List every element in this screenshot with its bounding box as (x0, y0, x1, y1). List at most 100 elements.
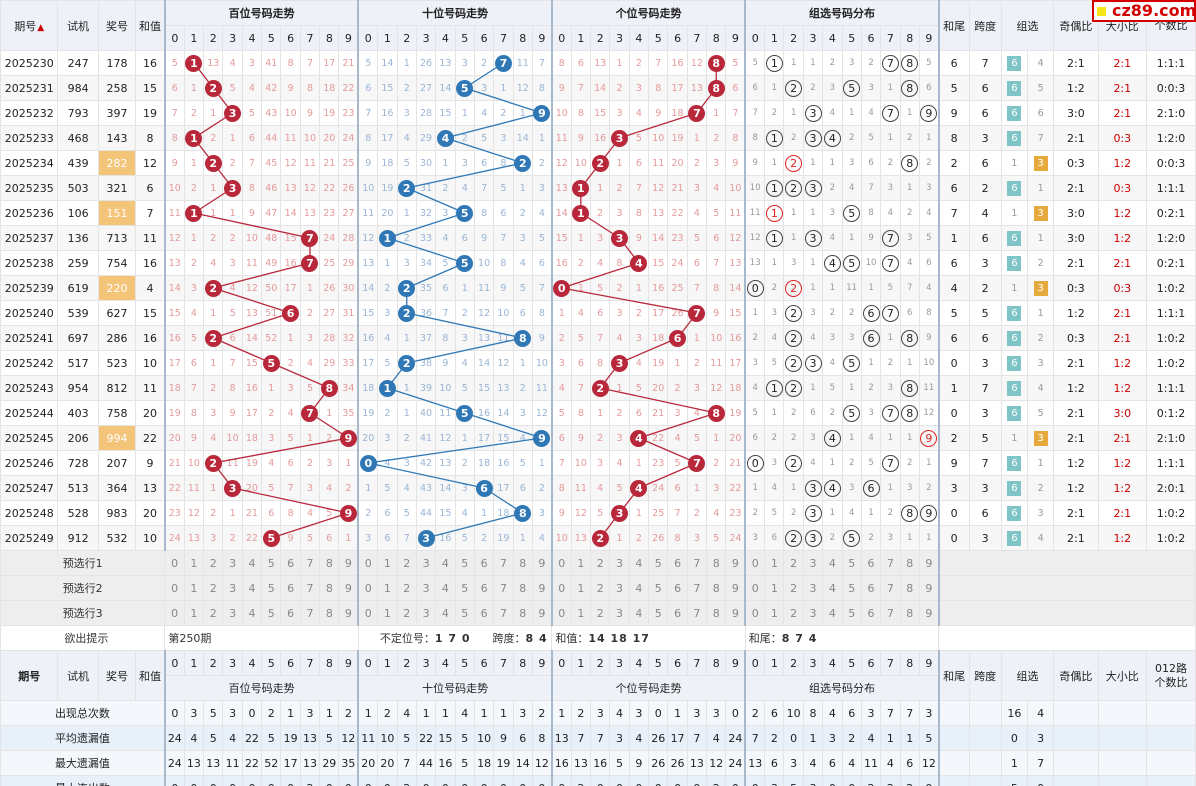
preselect-digit[interactable]: 1 (570, 550, 592, 576)
preselect-digit[interactable]: 3 (609, 550, 630, 576)
preselect-digit[interactable]: 7 (880, 550, 901, 576)
preselect-digit[interactable]: 9 (918, 550, 940, 576)
preselect-digit[interactable]: 8 (512, 600, 533, 626)
preselect-digit[interactable]: 6 (280, 600, 301, 626)
preselect-digit[interactable]: 7 (686, 600, 708, 626)
preselect-digit[interactable]: 2 (783, 550, 804, 576)
preselect-digit[interactable]: 3 (802, 600, 824, 626)
preselect-digit[interactable]: 1 (377, 575, 398, 601)
preselect-digit[interactable]: 9 (531, 600, 553, 626)
preselect-digit[interactable]: 1 (764, 600, 785, 626)
preselect-digit[interactable]: 9 (918, 575, 940, 601)
preselect-digit[interactable]: 4 (628, 575, 650, 601)
preselect-digit[interactable]: 8 (899, 575, 920, 601)
preselect-digit[interactable]: 1 (183, 575, 205, 601)
preselect-digit[interactable]: 4 (822, 550, 843, 576)
preselect-digit[interactable]: 3 (415, 575, 437, 601)
preselect-digit[interactable]: 7 (686, 575, 708, 601)
preselect-digit[interactable]: 8 (899, 600, 920, 626)
preselect-digit[interactable]: 7 (493, 600, 514, 626)
preselect-digit[interactable]: 1 (764, 550, 785, 576)
preselect-digit[interactable]: 6 (860, 575, 882, 601)
preselect-digit[interactable]: 5 (454, 575, 475, 601)
preselect-digit[interactable]: 4 (435, 550, 456, 576)
preselect-digit[interactable]: 8 (319, 550, 340, 576)
preselect-digit[interactable]: 0 (357, 600, 379, 626)
preselect-digit[interactable]: 4 (435, 575, 456, 601)
preselect-digit[interactable]: 2 (203, 550, 224, 576)
preselect-digit[interactable]: 3 (415, 550, 437, 576)
preselect-digit[interactable]: 2 (396, 575, 417, 601)
preselect-digit[interactable]: 7 (493, 575, 514, 601)
preselect-digit[interactable]: 3 (802, 550, 824, 576)
preselect-digit[interactable]: 2 (203, 575, 224, 601)
preselect-digit[interactable]: 9 (531, 550, 553, 576)
preselect-digit[interactable]: 4 (822, 575, 843, 601)
preselect-digit[interactable]: 6 (280, 550, 301, 576)
preselect-digit[interactable]: 3 (222, 600, 243, 626)
preselect-digit[interactable]: 1 (764, 575, 785, 601)
preselect-digit[interactable]: 8 (706, 600, 727, 626)
preselect-digit[interactable]: 9 (725, 550, 747, 576)
preselect-digit[interactable]: 3 (222, 575, 243, 601)
preselect-digit[interactable]: 4 (241, 600, 263, 626)
preselect-digit[interactable]: 6 (667, 575, 688, 601)
preselect-digit[interactable]: 9 (918, 600, 940, 626)
preselect-digit[interactable]: 8 (512, 550, 533, 576)
preselect-digit[interactable]: 1 (570, 600, 592, 626)
preselect-digit[interactable]: 0 (744, 550, 766, 576)
preselect-digit[interactable]: 4 (435, 600, 456, 626)
preselect-digit[interactable]: 7 (880, 575, 901, 601)
preselect-digit[interactable]: 2 (396, 550, 417, 576)
preselect-digit[interactable]: 9 (338, 575, 360, 601)
preselect-digit[interactable]: 3 (609, 575, 630, 601)
preselect-digit[interactable]: 8 (512, 575, 533, 601)
preselect-digit[interactable]: 2 (783, 575, 804, 601)
preselect-digit[interactable]: 5 (261, 550, 282, 576)
issue-header[interactable]: 期号▲ (0, 0, 59, 51)
preselect-digit[interactable]: 5 (841, 550, 862, 576)
preselect-digit[interactable]: 0 (164, 600, 185, 626)
preselect-digit[interactable]: 5 (261, 600, 282, 626)
preselect-digit[interactable]: 5 (261, 575, 282, 601)
preselect-digit[interactable]: 6 (860, 600, 882, 626)
preselect-digit[interactable]: 1 (377, 600, 398, 626)
preselect-digit[interactable]: 9 (725, 600, 747, 626)
preselect-digit[interactable]: 4 (822, 600, 843, 626)
preselect-digit[interactable]: 3 (415, 600, 437, 626)
preselect-digit[interactable]: 5 (648, 575, 669, 601)
preselect-digit[interactable]: 2 (590, 600, 611, 626)
preselect-digit[interactable]: 0 (744, 600, 766, 626)
preselect-digit[interactable]: 7 (880, 600, 901, 626)
preselect-digit[interactable]: 6 (667, 550, 688, 576)
preselect-digit[interactable]: 8 (706, 550, 727, 576)
site-logo[interactable]: cz89.com (1092, 0, 1196, 22)
preselect-digit[interactable]: 0 (164, 550, 185, 576)
preselect-digit[interactable]: 2 (203, 600, 224, 626)
preselect-digit[interactable]: 1 (377, 550, 398, 576)
preselect-digit[interactable]: 5 (841, 575, 862, 601)
preselect-digit[interactable]: 7 (299, 600, 321, 626)
preselect-digit[interactable]: 5 (841, 600, 862, 626)
preselect-digit[interactable]: 0 (164, 575, 185, 601)
preselect-digit[interactable]: 6 (473, 550, 495, 576)
preselect-digit[interactable]: 4 (628, 550, 650, 576)
preselect-digit[interactable]: 8 (899, 550, 920, 576)
preselect-digit[interactable]: 0 (551, 550, 572, 576)
preselect-digit[interactable]: 2 (783, 600, 804, 626)
preselect-digit[interactable]: 5 (454, 600, 475, 626)
preselect-digit[interactable]: 7 (299, 550, 321, 576)
preselect-digit[interactable]: 5 (454, 550, 475, 576)
preselect-digit[interactable]: 0 (551, 600, 572, 626)
preselect-digit[interactable]: 2 (396, 600, 417, 626)
preselect-digit[interactable]: 0 (357, 550, 379, 576)
preselect-digit[interactable]: 4 (241, 575, 263, 601)
preselect-digit[interactable]: 4 (241, 550, 263, 576)
preselect-digit[interactable]: 1 (570, 575, 592, 601)
preselect-digit[interactable]: 1 (183, 600, 205, 626)
preselect-digit[interactable]: 2 (590, 575, 611, 601)
preselect-digit[interactable]: 8 (319, 600, 340, 626)
preselect-digit[interactable]: 7 (299, 575, 321, 601)
preselect-digit[interactable]: 2 (590, 550, 611, 576)
preselect-digit[interactable]: 3 (802, 575, 824, 601)
